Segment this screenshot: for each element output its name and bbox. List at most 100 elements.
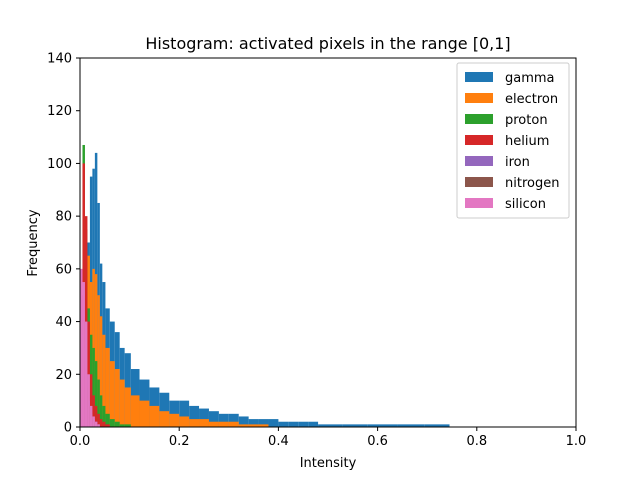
bar-silicon xyxy=(82,282,85,427)
bar-electron xyxy=(258,424,269,427)
bar-electron xyxy=(102,334,106,427)
chart-title: Histogram: activated pixels in the range… xyxy=(145,34,510,53)
bar-silicon xyxy=(84,321,88,427)
bar-proton xyxy=(105,413,110,427)
bar-electron xyxy=(149,405,160,427)
x-tick-label: 0.4 xyxy=(268,434,289,449)
legend-swatch-iron xyxy=(465,156,493,166)
legend-swatch-gamma xyxy=(465,72,493,82)
bar-electron xyxy=(199,419,209,427)
legend-swatch-helium xyxy=(465,135,493,145)
bar-electron xyxy=(99,316,103,427)
legend-swatch-proton xyxy=(465,114,493,124)
bar-helium xyxy=(84,216,88,427)
y-tick-label: 60 xyxy=(55,262,72,277)
y-tick-label: 100 xyxy=(47,157,72,172)
legend-swatch-electron xyxy=(465,93,493,103)
y-tick-label: 80 xyxy=(55,210,72,225)
bar-helium xyxy=(97,413,100,427)
x-tick-label: 0.8 xyxy=(466,434,487,449)
bar-electron xyxy=(208,421,219,427)
bar-silicon xyxy=(87,374,90,427)
bar-electron xyxy=(109,361,115,427)
legend-label-electron: electron xyxy=(505,92,558,107)
bar-proton xyxy=(109,419,115,427)
plot-frame xyxy=(79,57,577,428)
bar-proton xyxy=(114,421,120,427)
legend-label-helium: helium xyxy=(505,134,549,149)
bar-proton xyxy=(92,347,95,427)
bar-electron xyxy=(130,395,140,427)
bars-layer xyxy=(80,144,450,427)
bar-gamma xyxy=(179,400,190,427)
bar-gamma xyxy=(328,424,343,427)
bar-gamma xyxy=(248,419,259,427)
bar-electron xyxy=(119,379,125,427)
bar-gamma xyxy=(278,421,289,427)
bar-gamma xyxy=(159,392,170,427)
y-axis-label: Frequency xyxy=(26,209,41,276)
bar-proton xyxy=(102,405,106,427)
y-tick-label: 140 xyxy=(47,52,72,67)
bar-silicon xyxy=(89,405,93,427)
bar-gamma xyxy=(367,424,398,427)
bar-proton xyxy=(97,379,100,427)
bar-silicon xyxy=(92,416,95,427)
bar-silicon xyxy=(94,421,98,427)
bar-helium xyxy=(102,421,106,427)
bar-gamma xyxy=(342,424,368,427)
bar-proton xyxy=(94,361,98,427)
bar-proton xyxy=(119,424,125,427)
bar-electron xyxy=(248,424,259,427)
bar-gamma xyxy=(189,405,200,427)
bar-gamma xyxy=(268,419,279,427)
x-tick-label: 0.0 xyxy=(70,434,91,449)
bar-electron xyxy=(238,424,249,427)
y-tick-label: 40 xyxy=(55,315,72,330)
series-silicon xyxy=(80,268,100,427)
bar-gamma xyxy=(397,424,425,427)
bar-proton xyxy=(124,424,131,427)
legend: gamma electron proton helium iron nitrogen sil… xyxy=(456,62,570,219)
bar-electron xyxy=(169,413,180,427)
legend-label-silicon: silicon xyxy=(505,197,546,212)
legend-label-iron: iron xyxy=(505,155,530,170)
x-tick-label: 0.2 xyxy=(169,434,190,449)
legend-label-nitrogen: nitrogen xyxy=(505,176,559,191)
bar-silicon xyxy=(80,268,83,427)
bar-gamma xyxy=(199,408,209,427)
bar-electron xyxy=(218,421,229,427)
bar-gamma xyxy=(288,421,299,427)
legend-label-proton: proton xyxy=(505,113,548,128)
bar-electron xyxy=(139,400,150,427)
bar-gamma xyxy=(169,400,180,427)
x-tick-label: 0.6 xyxy=(367,434,388,449)
bar-gamma xyxy=(308,421,319,427)
bar-electron xyxy=(189,419,200,427)
bar-helium xyxy=(89,374,93,427)
bar-gamma xyxy=(238,416,249,427)
bar-gamma xyxy=(424,424,450,427)
axes-layer: 0.0 0.2 0.4 0.6 0.8 1.0 0 20 40 60 80 100 120 140 xyxy=(47,52,586,450)
bar-proton xyxy=(99,395,103,427)
bar-electron xyxy=(114,369,120,427)
bar-electron xyxy=(97,295,100,427)
bar-electron xyxy=(105,347,110,427)
bar-gamma xyxy=(208,411,219,427)
x-axis-label: Intensity xyxy=(300,456,357,471)
bar-electron xyxy=(228,421,239,427)
bar-gamma xyxy=(218,413,229,427)
bar-helium xyxy=(94,405,98,427)
bar-electron xyxy=(159,411,170,427)
legend-label-gamma: gamma xyxy=(505,71,555,86)
bar-electron xyxy=(124,387,131,427)
bar-gamma xyxy=(318,424,328,427)
y-tick-label: 20 xyxy=(55,368,72,383)
bar-gamma xyxy=(258,419,269,427)
legend-swatch-nitrogen xyxy=(465,177,493,187)
x-tick-label: 1.0 xyxy=(566,434,587,449)
bar-helium xyxy=(99,419,103,427)
bar-electron xyxy=(179,416,190,427)
y-tick-label: 120 xyxy=(47,104,72,119)
